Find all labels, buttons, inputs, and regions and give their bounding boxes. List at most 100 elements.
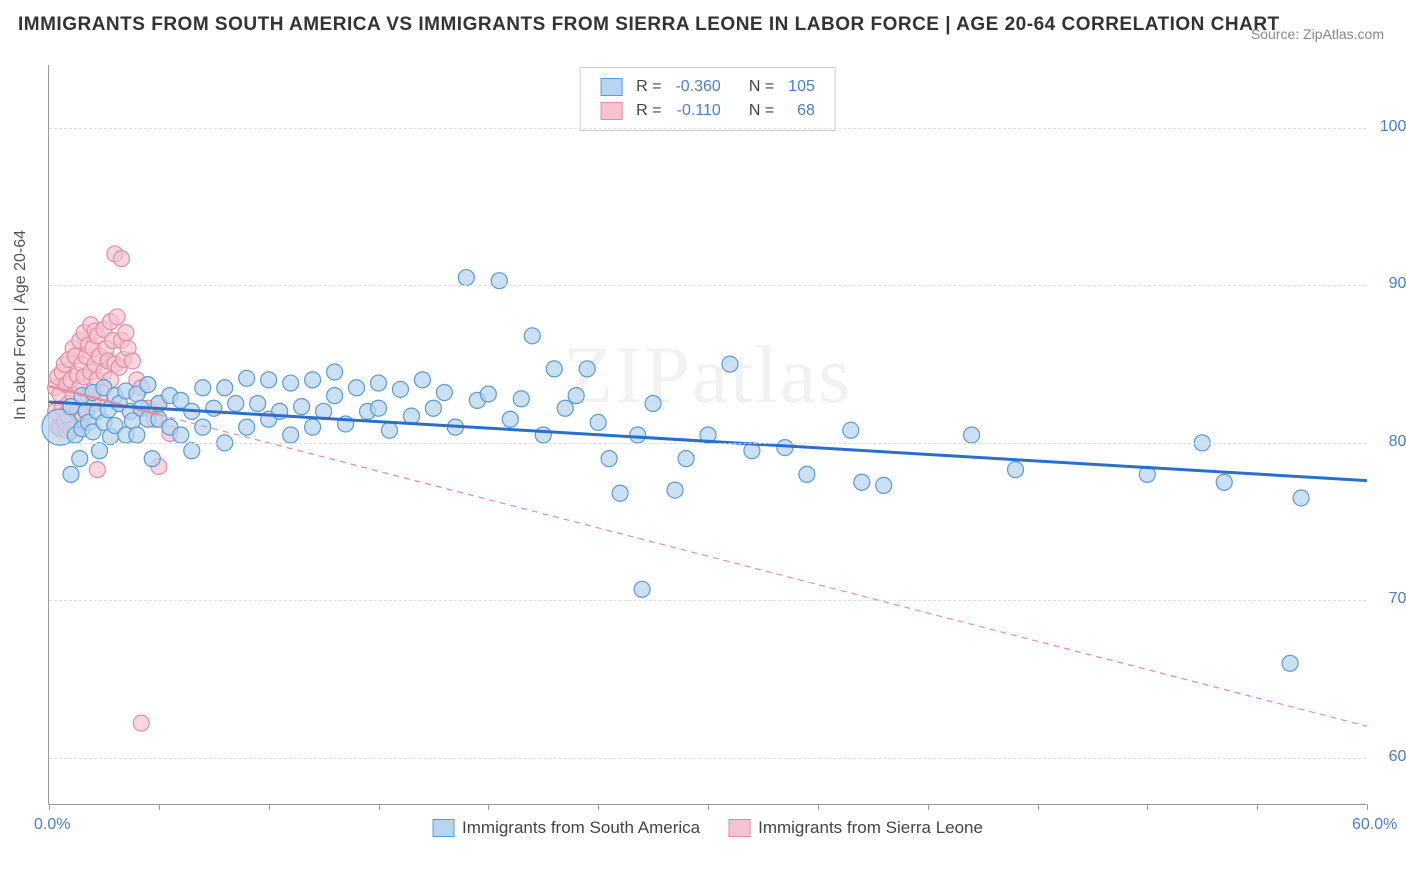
legend-n-label: N = bbox=[743, 76, 780, 98]
chart-title: IMMIGRANTS FROM SOUTH AMERICA VS IMMIGRA… bbox=[18, 14, 1280, 36]
data-point bbox=[678, 451, 694, 467]
data-point bbox=[195, 419, 211, 435]
plot-area: ZIPatlas R =-0.360N =105R =-0.110N =68 I… bbox=[48, 65, 1366, 805]
data-point bbox=[513, 391, 529, 407]
legend-n-value: 68 bbox=[782, 100, 821, 122]
data-point bbox=[92, 443, 108, 459]
data-point bbox=[327, 388, 343, 404]
data-point bbox=[414, 372, 430, 388]
data-point bbox=[392, 381, 408, 397]
y-tick-label: 60.0% bbox=[1389, 748, 1406, 766]
x-tick-label: 60.0% bbox=[1352, 816, 1397, 834]
data-point bbox=[129, 427, 145, 443]
legend-r-value: -0.110 bbox=[669, 100, 726, 122]
x-tick bbox=[708, 804, 709, 810]
data-point bbox=[612, 485, 628, 501]
legend-label: Immigrants from Sierra Leone bbox=[758, 818, 983, 838]
data-point bbox=[72, 451, 88, 467]
gridline bbox=[49, 600, 1366, 601]
gridline bbox=[49, 758, 1366, 759]
data-point bbox=[645, 396, 661, 412]
data-point bbox=[843, 422, 859, 438]
x-tick bbox=[379, 804, 380, 810]
legend-n-value: 105 bbox=[782, 76, 821, 98]
data-point bbox=[568, 388, 584, 404]
data-point bbox=[305, 372, 321, 388]
series-legend: Immigrants from South America Immigrants … bbox=[432, 818, 983, 838]
correlation-legend: R =-0.360N =105R =-0.110N =68 bbox=[579, 67, 836, 131]
data-point bbox=[195, 380, 211, 396]
x-tick bbox=[818, 804, 819, 810]
data-point bbox=[113, 251, 129, 267]
y-tick-label: 80.0% bbox=[1389, 433, 1406, 451]
legend-r-value: -0.360 bbox=[669, 76, 726, 98]
trend-line bbox=[159, 415, 1367, 727]
source-attribution: Source: ZipAtlas.com bbox=[1251, 26, 1384, 42]
data-point bbox=[144, 451, 160, 467]
gridline bbox=[49, 443, 1366, 444]
data-point bbox=[1008, 462, 1024, 478]
gridline bbox=[49, 128, 1366, 129]
data-point bbox=[239, 370, 255, 386]
data-point bbox=[133, 715, 149, 731]
data-point bbox=[425, 400, 441, 416]
legend-n-label: N = bbox=[743, 100, 780, 122]
y-tick-label: 100.0% bbox=[1380, 118, 1406, 136]
legend-swatch bbox=[728, 819, 750, 837]
data-point bbox=[557, 400, 573, 416]
data-point bbox=[502, 411, 518, 427]
data-point bbox=[140, 377, 156, 393]
y-axis-label: In Labor Force | Age 20-64 bbox=[12, 230, 30, 420]
data-point bbox=[283, 375, 299, 391]
data-point bbox=[403, 408, 419, 424]
data-point bbox=[239, 419, 255, 435]
data-point bbox=[261, 372, 277, 388]
x-tick bbox=[269, 804, 270, 810]
data-point bbox=[590, 414, 606, 430]
data-point bbox=[480, 386, 496, 402]
legend-item: Immigrants from Sierra Leone bbox=[728, 818, 983, 838]
data-point bbox=[173, 427, 189, 443]
trend-line bbox=[49, 402, 1367, 481]
data-point bbox=[371, 400, 387, 416]
x-tick-label: 0.0% bbox=[34, 816, 70, 834]
data-point bbox=[634, 581, 650, 597]
legend-swatch bbox=[600, 102, 622, 120]
data-point bbox=[206, 400, 222, 416]
data-point bbox=[799, 466, 815, 482]
data-point bbox=[524, 328, 540, 344]
data-point bbox=[109, 309, 125, 325]
data-point bbox=[294, 399, 310, 415]
data-point bbox=[667, 482, 683, 498]
data-point bbox=[854, 474, 870, 490]
data-point bbox=[371, 375, 387, 391]
data-point bbox=[305, 419, 321, 435]
x-tick bbox=[928, 804, 929, 810]
data-point bbox=[601, 451, 617, 467]
legend-label: Immigrants from South America bbox=[462, 818, 700, 838]
data-point bbox=[228, 396, 244, 412]
x-tick bbox=[159, 804, 160, 810]
data-point bbox=[876, 477, 892, 493]
data-point bbox=[535, 427, 551, 443]
chart-svg bbox=[49, 65, 1366, 804]
x-tick bbox=[1367, 804, 1368, 810]
legend-swatch bbox=[432, 819, 454, 837]
data-point bbox=[964, 427, 980, 443]
gridline bbox=[49, 285, 1366, 286]
data-point bbox=[89, 462, 105, 478]
x-tick bbox=[49, 804, 50, 810]
legend-swatch bbox=[600, 78, 622, 96]
data-point bbox=[458, 270, 474, 286]
data-point bbox=[546, 361, 562, 377]
legend-r-label: R = bbox=[630, 76, 667, 98]
data-point bbox=[217, 380, 233, 396]
data-point bbox=[722, 356, 738, 372]
correlation-table: R =-0.360N =105R =-0.110N =68 bbox=[592, 74, 823, 124]
data-point bbox=[579, 361, 595, 377]
data-point bbox=[250, 396, 266, 412]
x-tick bbox=[1038, 804, 1039, 810]
data-point bbox=[1293, 490, 1309, 506]
data-point bbox=[327, 364, 343, 380]
data-point bbox=[118, 325, 134, 341]
